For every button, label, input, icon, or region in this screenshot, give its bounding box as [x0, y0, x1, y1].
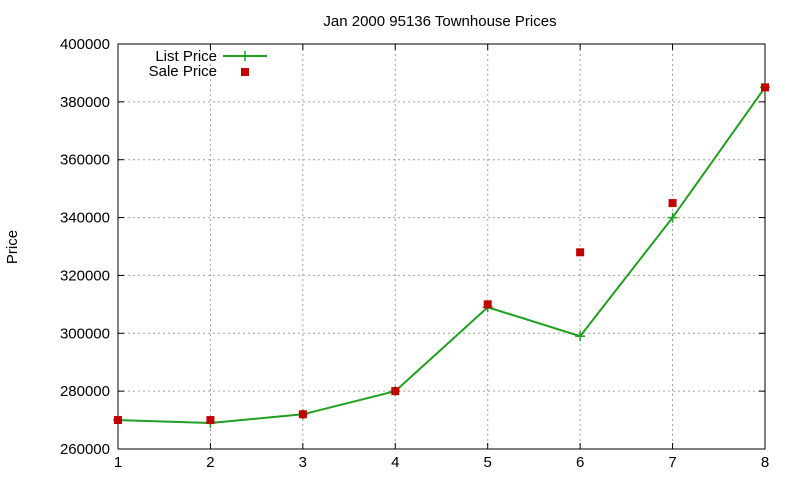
- legend-label-list-price: List Price: [155, 48, 217, 65]
- legend-marker-sale-price: [241, 68, 249, 76]
- axis-ticks: 1 2 3 4 5 6 7 8 260000 280000 300000 320000 340000 36…: [60, 36, 769, 471]
- point-sale-price: [298, 410, 307, 419]
- x-tick-label: 4: [391, 454, 399, 471]
- point-sale-price: [114, 416, 122, 425]
- point-list-price: [667, 212, 678, 223]
- legend-label-sale-price: Sale Price: [149, 63, 217, 80]
- x-tick-label: 5: [484, 454, 492, 471]
- y-axis-label: Price: [4, 230, 21, 264]
- y-tick-label: 320000: [60, 267, 110, 284]
- point-sale-price: [483, 300, 492, 309]
- x-tick-label: 2: [206, 454, 214, 471]
- y-tick-label: 380000: [60, 94, 110, 111]
- x-tick-label: 7: [668, 454, 676, 471]
- y-tick-label: 360000: [60, 152, 110, 169]
- legend-marker-list-price: [240, 51, 250, 61]
- series-line-list-price: [117, 86, 766, 424]
- chart-title: Jan 2000 95136 Townhouse Prices: [323, 13, 556, 30]
- x-tick-label: 8: [761, 454, 769, 471]
- series: [113, 82, 770, 428]
- y-tick-label: 260000: [60, 441, 110, 458]
- point-sale-price: [761, 83, 769, 92]
- x-tick-label: 6: [576, 454, 584, 471]
- point-sale-price: [668, 199, 677, 208]
- y-tick-label: 300000: [60, 325, 110, 342]
- y-tick-label: 340000: [60, 210, 110, 227]
- point-sale-price: [576, 248, 585, 257]
- point-sale-price: [391, 387, 400, 396]
- y-tick-label: 400000: [60, 36, 110, 53]
- y-tick-label: 280000: [60, 383, 110, 400]
- point-list-price: [575, 331, 586, 342]
- x-tick-label: 3: [299, 454, 307, 471]
- point-sale-price: [206, 416, 215, 425]
- legend: List Price Sale Price: [149, 48, 267, 80]
- x-tick-label: 1: [114, 454, 122, 471]
- grid: [118, 44, 765, 449]
- plot-frame: [117, 43, 766, 450]
